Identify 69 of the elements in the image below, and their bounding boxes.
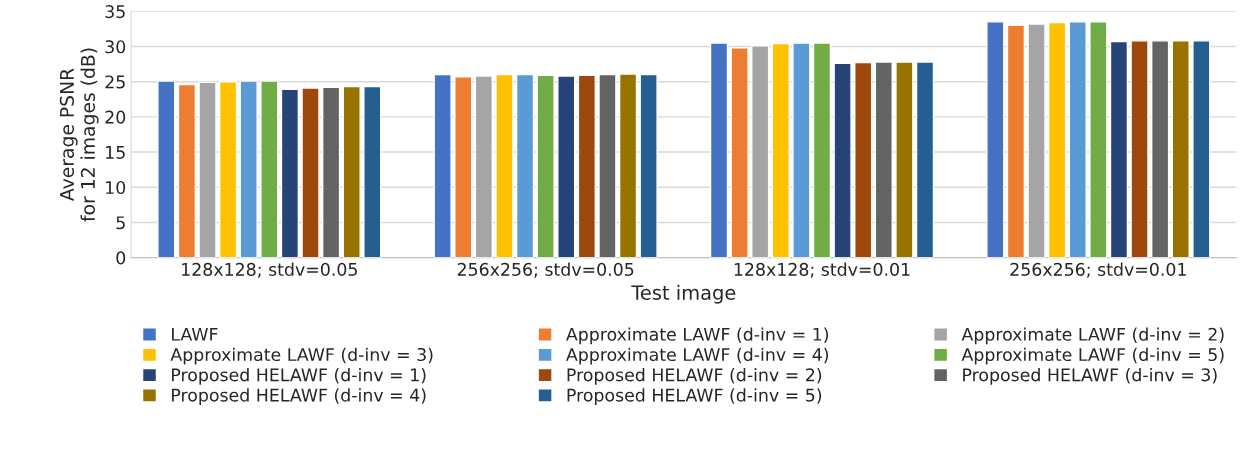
- bar: [854, 61, 873, 258]
- bar: [771, 42, 790, 258]
- y-axis-title: Average PSNR for 12 images (dB): [59, 48, 99, 222]
- bar: [1047, 21, 1067, 258]
- y-tick-label: 30: [105, 40, 126, 54]
- bar: [639, 73, 658, 258]
- legend-label: Proposed HELAWF (d-inv = 3): [963, 367, 1217, 385]
- y-tick-label: 10: [106, 180, 126, 195]
- x-tick-label: 128x128; stdv=0.01: [734, 262, 910, 278]
- bar: [280, 88, 300, 258]
- bar: [986, 21, 1005, 258]
- legend-label: LAWF: [172, 327, 218, 341]
- y-tick-label: 5: [116, 216, 125, 230]
- x-axis-title: Test image: [631, 284, 736, 304]
- bar: [598, 73, 617, 258]
- bar: [833, 62, 852, 258]
- bar: [495, 73, 514, 258]
- x-tick-label: 256x256; stdv=0.05: [457, 262, 634, 278]
- bar: [218, 80, 238, 258]
- y-tick-label: 15: [106, 146, 125, 159]
- bar: [812, 42, 832, 258]
- bar: [198, 81, 217, 258]
- bar: [239, 80, 258, 258]
- y-tick-label: 20: [105, 110, 126, 124]
- bar: [1130, 40, 1149, 258]
- y-tick-label: 0: [116, 251, 126, 265]
- bar: [301, 87, 320, 258]
- bar: [1150, 40, 1170, 258]
- bar: [260, 80, 279, 258]
- bar: [474, 75, 493, 258]
- legend-label: Approximate LAWF (d-inv = 3): [170, 347, 433, 365]
- bar: [1192, 40, 1211, 258]
- bar: [1089, 21, 1108, 258]
- x-tick-label: 256x256; stdv=0.01: [1010, 262, 1186, 278]
- bar: [618, 73, 638, 258]
- legend-label: Proposed HELAWF (d-inv = 2): [567, 367, 822, 385]
- bar: [342, 85, 361, 258]
- bar: [915, 61, 935, 258]
- bar: [557, 75, 576, 258]
- bar: [1006, 24, 1026, 258]
- bar: [709, 42, 729, 258]
- bar: [536, 74, 555, 258]
- bar: [454, 76, 473, 258]
- legend-label: Proposed HELAWF (d-inv = 1): [172, 367, 426, 385]
- bar: [433, 73, 452, 258]
- bar: [363, 85, 382, 258]
- legend-label: Proposed HELAWF (d-inv = 5): [567, 388, 822, 406]
- bar: [730, 47, 749, 258]
- bar: [1109, 40, 1129, 258]
- bar: [157, 80, 176, 258]
- bar: [895, 61, 914, 258]
- bar: [515, 73, 535, 258]
- y-tick-label: 35: [105, 5, 125, 19]
- bar: [1068, 21, 1087, 258]
- legend-label: Approximate LAWF (d-inv = 2): [961, 327, 1224, 345]
- legend-label: Approximate LAWF (d-inv = 1): [566, 327, 829, 345]
- bar: [751, 45, 770, 258]
- bar: [577, 74, 596, 258]
- legend-label: Proposed HELAWF (d-inv = 4): [172, 388, 426, 406]
- bar: [177, 83, 197, 258]
- x-tick-label: 128x128; stdv=0.05: [182, 262, 357, 278]
- bar: [1171, 40, 1190, 258]
- y-tick-label: 25: [105, 75, 125, 89]
- legend-label: Approximate LAWF (d-inv = 5): [961, 347, 1224, 365]
- bar: [792, 42, 811, 258]
- bar: [874, 61, 893, 258]
- bar: [321, 86, 341, 258]
- legend-label: Approximate LAWF (d-inv = 4): [566, 347, 829, 365]
- bar: [1027, 23, 1046, 258]
